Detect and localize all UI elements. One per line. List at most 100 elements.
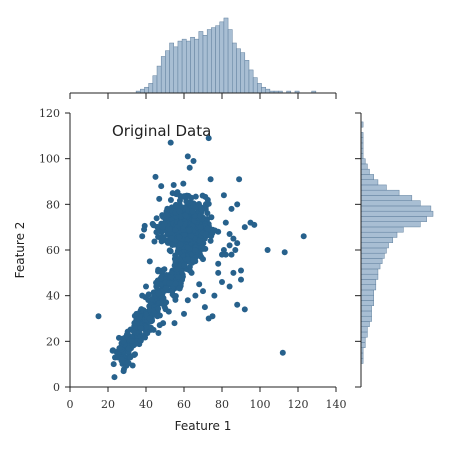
scatter-point	[169, 190, 176, 197]
y-hist-bar	[360, 326, 368, 333]
y-marginal-histogram	[360, 121, 434, 364]
scatter-point	[241, 224, 248, 231]
y-hist-bar	[360, 205, 432, 212]
scatter-point	[133, 310, 140, 317]
scatter-point	[196, 237, 203, 244]
y-hist-bar	[360, 331, 368, 338]
scatter-point	[177, 241, 184, 248]
scatter-point	[172, 280, 179, 287]
x-hist-bar	[244, 60, 250, 94]
y-hist-bar	[360, 226, 404, 233]
x-hist-bar	[206, 29, 212, 94]
scatter-point	[281, 249, 288, 256]
scatter-point	[181, 231, 188, 238]
y-hist-bar	[360, 174, 374, 180]
x-tick-label: 100	[250, 398, 271, 411]
x-tick-label: 20	[101, 398, 115, 411]
scatter-point	[190, 257, 197, 264]
x-tick-label: 40	[139, 398, 153, 411]
scatter-point	[204, 225, 211, 232]
scatter-point	[230, 235, 237, 242]
x-tick-label: 140	[326, 398, 347, 411]
scatter-point	[202, 231, 209, 238]
scatter-point	[165, 308, 172, 315]
scatter-point	[211, 292, 218, 299]
scatter-point	[146, 315, 153, 322]
scatter-point	[215, 269, 222, 276]
scatter-point	[139, 292, 146, 299]
y-hist-bar	[360, 342, 366, 348]
scatter-point	[184, 198, 191, 205]
scatter-point	[172, 227, 179, 234]
x-hist-bar	[144, 86, 149, 94]
scatter-point	[176, 208, 183, 215]
y-hist-bar	[360, 189, 400, 196]
scatter-point	[192, 292, 199, 299]
scatter-point	[178, 268, 185, 275]
scatter-point	[153, 229, 160, 236]
scatter-point	[168, 274, 175, 281]
scatter-point	[219, 251, 225, 258]
y-tick-label: 20	[46, 335, 60, 348]
scatter-point	[110, 361, 117, 368]
scatter-point	[220, 192, 227, 199]
x-hist-bar	[160, 56, 166, 94]
scatter-point	[230, 269, 237, 276]
scatter-point	[173, 266, 180, 273]
scatter-point	[234, 240, 241, 247]
scatter-point	[150, 326, 157, 333]
x-hist-bar	[181, 38, 187, 94]
y-hist-bar	[360, 195, 413, 201]
scatter-point	[228, 251, 235, 258]
scatter-point	[205, 135, 212, 142]
y-hist-bar	[360, 268, 379, 275]
y-hist-bar	[360, 315, 372, 322]
scatter-point	[192, 212, 199, 219]
x-hist-bar	[152, 75, 158, 94]
x-hist-bar	[240, 52, 246, 94]
y-hist-bar	[360, 163, 368, 170]
scatter-point	[152, 173, 159, 180]
y-hist-bar	[360, 294, 374, 301]
x-hist-bar	[265, 88, 271, 94]
scatter-point	[188, 269, 195, 276]
scatter-point	[219, 278, 225, 285]
scatter-point	[176, 285, 183, 292]
scatter-point	[181, 221, 188, 228]
y-hist-bar	[360, 305, 372, 312]
scatter-point	[181, 262, 188, 269]
y-hist-bar	[360, 284, 377, 291]
scatter-point	[153, 279, 160, 286]
scatter-point	[157, 275, 164, 282]
x-marginal-ticks	[69, 93, 337, 99]
scatter-point	[209, 313, 216, 320]
x-hist-bar	[211, 27, 216, 94]
scatter-point	[155, 305, 162, 312]
scatter-point	[169, 288, 176, 295]
scatter-point	[155, 329, 162, 336]
scatter-point	[170, 181, 177, 188]
x-tick-label: 0	[67, 398, 74, 411]
scatter-point	[236, 176, 243, 183]
scatter-point	[177, 280, 184, 287]
chart-annotation: Original Data	[112, 122, 211, 140]
x-tick-label: 120	[288, 398, 309, 411]
scatter-point	[171, 320, 178, 327]
scatter-point	[153, 215, 160, 222]
scatter-point	[160, 320, 167, 327]
y-tick-label: 0	[53, 381, 60, 394]
scatter-point	[197, 224, 204, 231]
x-hist-bar	[156, 65, 162, 94]
y-hist-bar	[360, 221, 421, 228]
scatter-point	[188, 194, 195, 201]
y-hist-bar	[360, 336, 366, 343]
scatter-point	[139, 233, 146, 240]
y-tick-label: 40	[46, 290, 60, 303]
y-hist-bar	[360, 210, 434, 217]
scatter-point	[226, 231, 233, 238]
scatter-point	[111, 374, 118, 381]
scatter-point	[129, 362, 136, 369]
scatter-point	[167, 139, 174, 146]
x-hist-bar	[248, 69, 254, 94]
y-hist-bar	[360, 310, 372, 317]
